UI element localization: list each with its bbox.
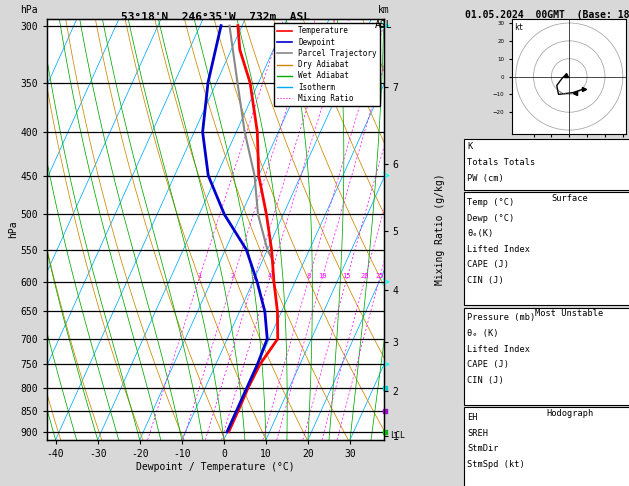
Text: CIN (J): CIN (J) [467,376,504,385]
Text: 2: 2 [231,273,235,279]
Text: 3: 3 [252,273,256,279]
Text: CIN (J): CIN (J) [467,276,504,285]
Text: StmSpd (kt): StmSpd (kt) [467,460,525,469]
Text: Hodograph: Hodograph [546,409,593,418]
Text: CAPE (J): CAPE (J) [467,360,509,369]
Text: CAPE (J): CAPE (J) [467,260,509,270]
Text: ASL: ASL [375,20,392,30]
Text: Dewp (°C): Dewp (°C) [467,214,515,223]
Text: Most Unstable: Most Unstable [535,309,604,318]
Text: 1: 1 [197,273,201,279]
Legend: Temperature, Dewpoint, Parcel Trajectory, Dry Adiabat, Wet Adiabat, Isotherm, Mi: Temperature, Dewpoint, Parcel Trajectory… [274,23,380,106]
Text: Lifted Index: Lifted Index [467,245,530,254]
Text: 10: 10 [318,273,326,279]
Text: 4: 4 [267,273,272,279]
Text: Pressure (mb): Pressure (mb) [467,313,536,323]
Text: Surface: Surface [551,194,588,203]
Text: K: K [467,142,472,152]
Text: 01.05.2024  00GMT  (Base: 18): 01.05.2024 00GMT (Base: 18) [465,10,629,20]
Text: hPa: hPa [20,5,38,15]
Text: km: km [378,5,389,15]
Text: 15: 15 [343,273,351,279]
Text: Lifted Index: Lifted Index [467,345,530,354]
Text: Totals Totals: Totals Totals [467,158,536,167]
Text: Mixing Ratio (g/kg): Mixing Ratio (g/kg) [435,174,445,285]
Text: Temp (°C): Temp (°C) [467,198,515,208]
Text: 25: 25 [375,273,384,279]
Text: 20: 20 [361,273,369,279]
Text: EH: EH [467,413,478,422]
Text: 8: 8 [307,273,311,279]
X-axis label: Dewpoint / Temperature (°C): Dewpoint / Temperature (°C) [136,462,295,471]
Text: kt: kt [515,23,524,32]
Text: SREH: SREH [467,429,488,438]
Text: PW (cm): PW (cm) [467,174,504,183]
Text: 53°18'N  246°35'W  732m  ASL: 53°18'N 246°35'W 732m ASL [121,12,310,22]
Text: θₑ(K): θₑ(K) [467,229,494,239]
Text: θₑ (K): θₑ (K) [467,329,499,338]
Text: StmDir: StmDir [467,444,499,453]
Y-axis label: hPa: hPa [8,221,18,239]
Text: LCL: LCL [391,431,406,440]
Text: © weatheronline.co.uk: © weatheronline.co.uk [521,474,618,483]
